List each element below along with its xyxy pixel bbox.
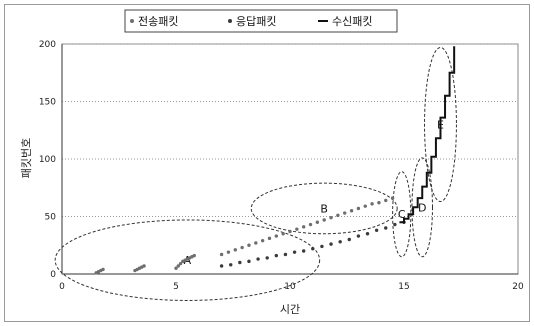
data-point-series-2 (256, 257, 260, 261)
data-point-series-1 (301, 225, 306, 229)
data-point-series-1 (267, 236, 272, 241)
data-point-series-1 (260, 238, 265, 243)
y-tick-label: 150 (39, 98, 56, 108)
data-point-series-2 (238, 260, 242, 265)
legend-label-2: 응답패킷 (236, 15, 276, 28)
y-tick-label: 100 (39, 155, 56, 165)
annotation-label-b: B (320, 202, 328, 215)
data-point-series-1 (356, 206, 361, 211)
data-point-series-2 (301, 249, 306, 253)
data-point-series-1 (142, 264, 146, 268)
data-point-series-1 (233, 248, 237, 252)
data-point-series-1 (101, 267, 105, 272)
legend: 전송패킷 응답패킷 수신패킷 (130, 15, 372, 28)
y-tick-label: 0 (50, 270, 56, 280)
x-axis-title: 시간 (280, 303, 300, 316)
x-tick-label: 20 (512, 282, 524, 292)
data-point-series-1 (295, 227, 299, 231)
data-point-series-1 (336, 213, 340, 218)
data-point-series-1 (288, 229, 292, 234)
legend-label-1: 전송패킷 (138, 15, 178, 28)
data-point-series-2 (265, 256, 269, 260)
data-point-series-1 (349, 209, 354, 213)
data-point-series-1 (219, 252, 224, 257)
data-point-series-1 (281, 232, 285, 236)
data-point-series-1 (390, 196, 395, 200)
annotation-label-c: C (398, 208, 406, 221)
y-tick-label: 200 (39, 40, 56, 50)
data-point-series-2 (229, 263, 233, 267)
annotation-label-d: D (418, 201, 426, 214)
legend-box (124, 9, 398, 33)
data-point-series-2 (356, 234, 361, 238)
data-point-series-1 (384, 198, 388, 203)
data-point-series-1 (363, 204, 367, 208)
data-point-series-1 (247, 243, 251, 247)
series-layer (94, 46, 456, 275)
data-point-series-2 (311, 247, 315, 251)
data-point-series-1 (329, 215, 333, 220)
data-point-series-1 (226, 250, 231, 254)
data-point-series-2 (247, 259, 251, 264)
data-point-series-2 (283, 252, 288, 257)
annotation-ellipse-a (54, 219, 321, 301)
annotation-ellipse-b (250, 182, 398, 235)
data-point-series-2 (374, 228, 379, 232)
data-point-series-2 (320, 244, 324, 249)
data-point-series-2 (347, 237, 351, 242)
x-tick-label: 5 (173, 282, 179, 292)
axes (61, 44, 518, 275)
data-point-series-1 (240, 245, 244, 250)
data-point-series-1 (322, 218, 326, 222)
data-point-series-1 (370, 202, 374, 206)
annotation-ellipse-d (411, 157, 433, 258)
data-point-series-1 (343, 211, 347, 215)
x-tick-label: 10 (284, 282, 296, 292)
annotation-ellipse-e (424, 46, 457, 203)
legend-marker-1 (130, 19, 134, 23)
y-tick-label: 50 (45, 213, 57, 223)
series-line-3 (399, 46, 456, 224)
data-point-series-1 (174, 266, 178, 270)
data-point-series-2 (219, 264, 224, 268)
data-point-series-2 (393, 222, 397, 227)
data-point-series-1 (254, 241, 258, 245)
y-axis-title: 패킷번호 (20, 138, 33, 178)
data-point-series-1 (192, 253, 196, 258)
data-point-series-1 (178, 261, 183, 266)
legend-marker-2 (228, 19, 232, 23)
x-tick-label: 0 (59, 282, 65, 292)
x-tick-label: 15 (398, 282, 409, 292)
legend-label-3: 수신패킷 (332, 15, 372, 28)
data-point-series-2 (338, 240, 342, 244)
data-point-series-1 (176, 264, 180, 268)
data-point-series-2 (365, 232, 370, 236)
data-point-series-2 (274, 253, 279, 258)
data-point-series-1 (377, 201, 381, 205)
data-point-series-2 (329, 242, 333, 246)
data-point-series-1 (308, 222, 313, 227)
data-point-series-1 (274, 234, 279, 238)
data-point-series-1 (315, 220, 320, 224)
data-point-series-2 (292, 250, 297, 254)
data-point-series-2 (384, 226, 388, 230)
grid (62, 43, 518, 217)
